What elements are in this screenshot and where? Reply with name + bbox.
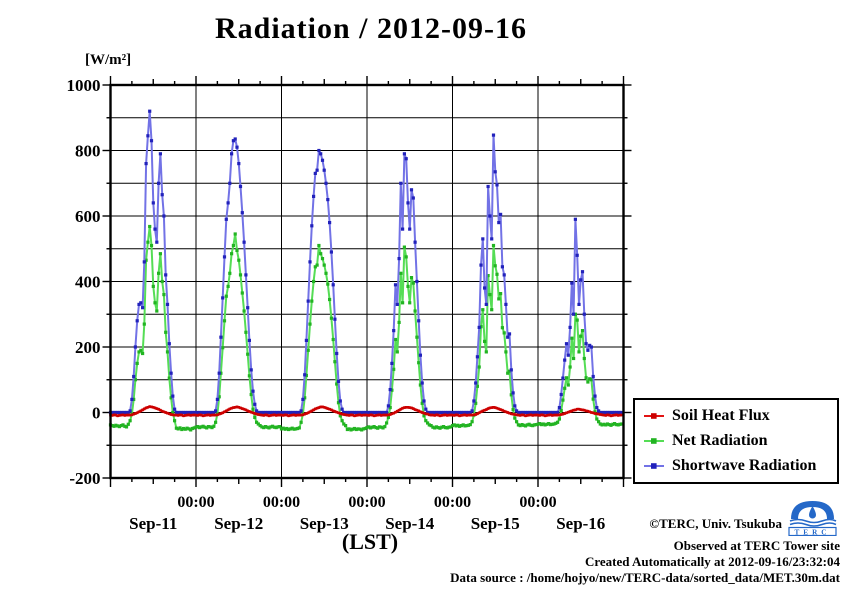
y-tick-label: 1000	[67, 76, 101, 95]
page-title: Radiation / 2012-09-16	[214, 12, 527, 45]
y-tick-label: 0	[92, 404, 101, 423]
y-tick-label: 800	[75, 142, 101, 161]
terc-logo-nameplate	[788, 526, 837, 536]
created-timestamp-text: Created Automatically at 2012-09-16/23:3…	[584, 554, 840, 569]
y-tick-label: 600	[75, 207, 101, 226]
x-tick-day-label: Sep-14	[385, 514, 435, 533]
net-line	[110, 225, 622, 431]
legend-item-soil-heat-flux: Soil Heat Flux	[643, 407, 837, 425]
legend-item-net-radiation: Net Radiation	[643, 432, 837, 450]
x-tick-day-label: Sep-15	[471, 514, 520, 533]
y-axis-unit-label: [W/m²]	[85, 52, 132, 68]
grid-lines	[110, 85, 624, 478]
terc-logo-wave	[789, 518, 837, 524]
x-tick-time-label: 00:00	[519, 494, 556, 511]
legend-label: Shortwave Radiation	[672, 457, 817, 474]
x-tick-day-label: Sep-11	[129, 514, 177, 533]
shortwave-radiation-swatch-icon	[644, 463, 664, 469]
x-tick-day-label: Sep-12	[214, 514, 263, 533]
net-radiation-swatch-icon	[644, 438, 664, 444]
terc-logo-text: TERC	[795, 528, 831, 536]
x-tick-time-label: 00:00	[177, 494, 214, 511]
data-source-text: Data source : /home/hojyo/new/TERC-data/…	[450, 570, 840, 585]
soil-heat-flux-swatch-icon	[644, 413, 664, 419]
observed-site-text: Observed at TERC Tower site	[673, 538, 840, 553]
x-tick-time-label: 00:00	[263, 494, 300, 511]
series-net	[108, 224, 624, 432]
terc-logo-waterdrop	[809, 506, 816, 519]
terc-logo-dome	[791, 501, 834, 519]
series-shortwave	[108, 109, 624, 415]
copyright-text: ©TERC, Univ. Tsukuba	[649, 516, 782, 531]
y-tick-label: 200	[75, 338, 101, 357]
terc-logo: TERC	[786, 498, 839, 536]
x-tick-day-label: Sep-13	[300, 514, 349, 533]
x-tick-time-label: 00:00	[434, 494, 471, 511]
axes-frame	[109, 83, 625, 480]
series-soil	[109, 405, 623, 418]
terc-logo-wave	[789, 522, 837, 527]
legend-label: Soil Heat Flux	[672, 407, 770, 424]
legend-box: Soil Heat Flux Net Radiation Shortwave R…	[633, 398, 839, 484]
legend-item-shortwave-radiation: Shortwave Radiation	[643, 457, 837, 475]
x-axis-label: (LST)	[341, 529, 399, 554]
axis-tick-labels: 1000 800 600 400 200 0 -200 00:00 00:00 00:00 00:0…	[67, 76, 606, 533]
x-tick-time-label: 00:00	[348, 494, 385, 511]
legend-label: Net Radiation	[672, 432, 768, 449]
x-tick-day-label: Sep-16	[556, 514, 605, 533]
shortwave-line	[110, 110, 622, 414]
y-tick-label: -200	[69, 469, 100, 488]
y-tick-label: 400	[75, 273, 101, 292]
